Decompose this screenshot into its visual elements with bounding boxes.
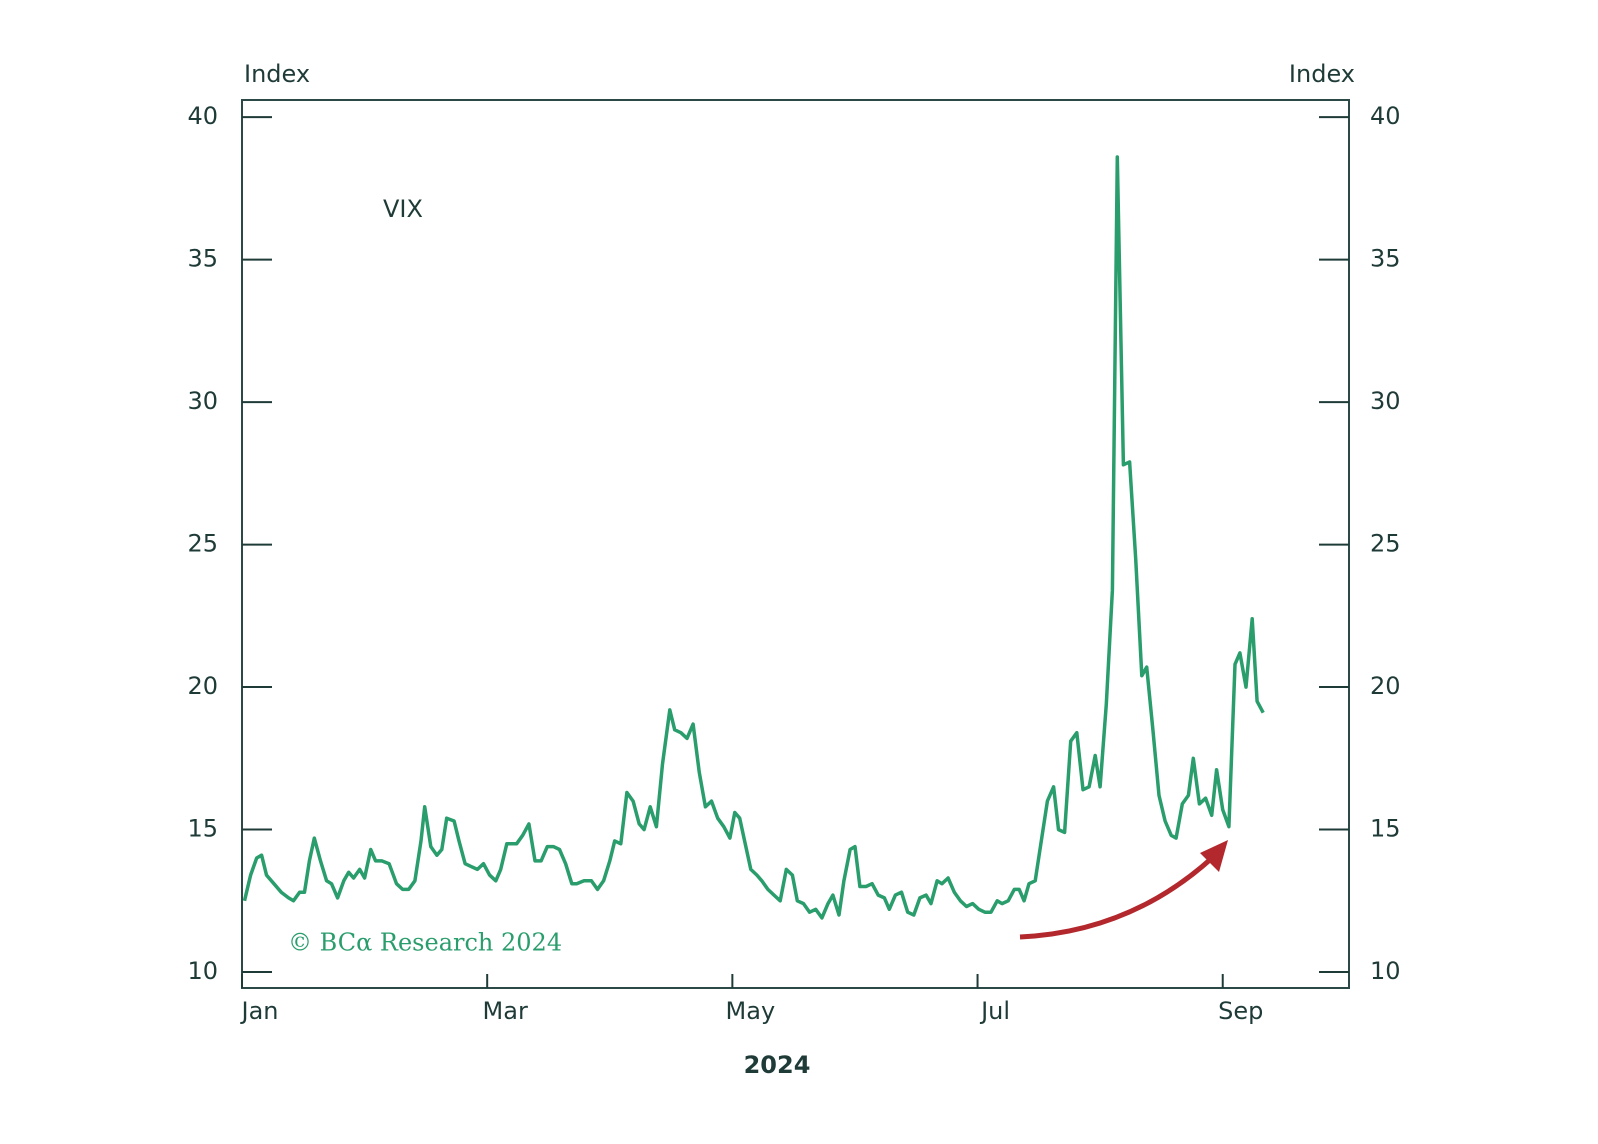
source-note: © BCα Research 2024 (288, 929, 562, 957)
x-tick-label: Sep (1218, 997, 1263, 1025)
arrow (1019, 856, 1214, 940)
y-tick-label: 15 (187, 815, 218, 843)
y-tick-label: 40 (187, 102, 218, 130)
x-tick-label: May (726, 997, 776, 1025)
y2-tick-label: 30 (1370, 387, 1401, 415)
x-tick-label: Jan (240, 997, 279, 1025)
plot-frame (241, 99, 1350, 989)
y2-tick-label: 10 (1370, 957, 1401, 985)
y2-tick-label: 35 (1370, 245, 1401, 273)
y-tick-label: 25 (187, 530, 218, 558)
y-axis-label-left: Index (244, 60, 310, 88)
y-tick-label: 35 (187, 245, 218, 273)
y-axis-label-right: Index (1289, 60, 1355, 88)
y2-tick-label: 15 (1370, 815, 1401, 843)
y-tick-label: 20 (187, 672, 218, 700)
y2-tick-label: 25 (1370, 530, 1401, 558)
x-axis-label: 2024 (744, 1051, 811, 1079)
y-tick-label: 10 (187, 957, 218, 985)
y2-tick-label: 20 (1370, 672, 1401, 700)
y2-tick-label: 40 (1370, 102, 1401, 130)
arrow-head (1200, 840, 1228, 872)
series-line (242, 155, 1265, 920)
series-label: VIX (383, 195, 423, 223)
y-tick-label: 30 (187, 387, 218, 415)
x-tick-label: Mar (483, 997, 528, 1025)
x-tick-label: Jul (979, 997, 1010, 1025)
